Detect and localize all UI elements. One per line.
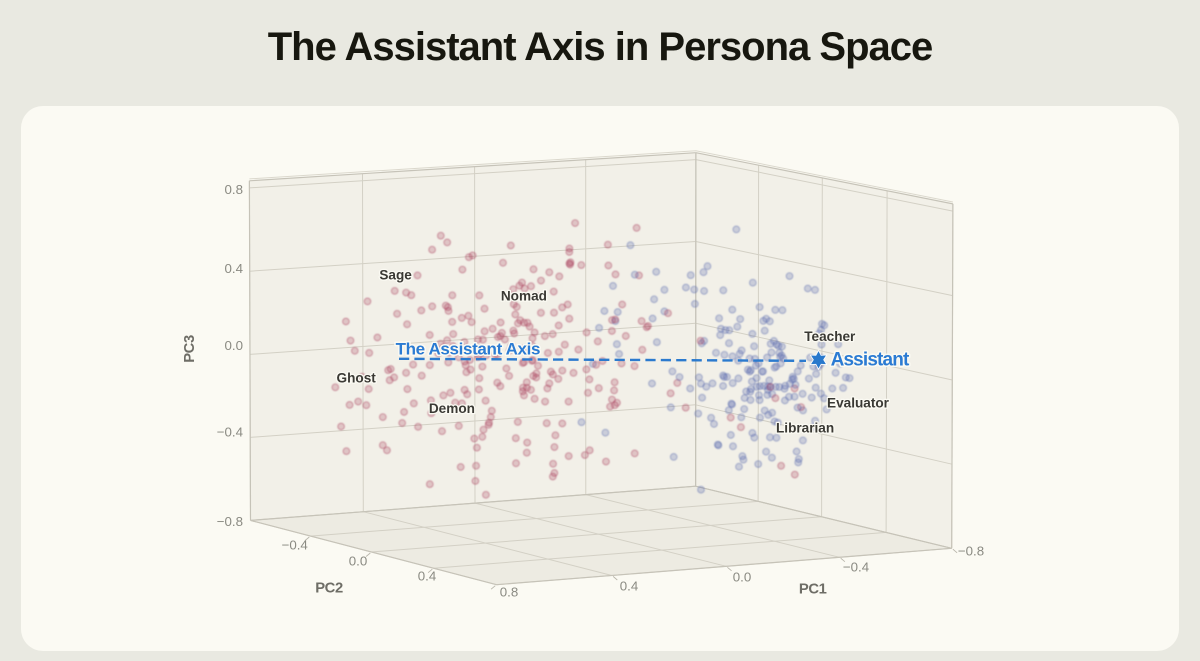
svg-text:−0.8: −0.8 (958, 544, 984, 559)
svg-text:Demon: Demon (429, 401, 475, 416)
svg-text:0.4: 0.4 (225, 261, 244, 276)
svg-text:0.0: 0.0 (225, 338, 244, 353)
svg-text:0.0: 0.0 (349, 554, 368, 569)
svg-text:PC2: PC2 (315, 581, 343, 597)
svg-text:0.4: 0.4 (418, 569, 437, 584)
svg-text:Assistant: Assistant (831, 350, 910, 371)
svg-text:−0.4: −0.4 (282, 537, 308, 552)
svg-text:−0.4: −0.4 (843, 560, 869, 575)
svg-text:Sage: Sage (379, 268, 412, 283)
svg-text:−0.4: −0.4 (217, 425, 243, 440)
svg-text:Teacher: Teacher (804, 329, 856, 344)
svg-text:−0.8: −0.8 (217, 514, 243, 529)
svg-text:PC1: PC1 (799, 582, 827, 598)
svg-text:Nomad: Nomad (501, 289, 547, 304)
svg-text:Ghost: Ghost (337, 371, 377, 386)
svg-text:Librarian: Librarian (776, 421, 834, 436)
svg-text:0.8: 0.8 (225, 182, 244, 197)
svg-text:PC3: PC3 (182, 335, 198, 363)
svg-text:0.0: 0.0 (733, 570, 752, 585)
svg-text:Evaluator: Evaluator (827, 395, 890, 410)
svg-text:0.8: 0.8 (500, 585, 519, 600)
svg-text:The Assistant Axis: The Assistant Axis (396, 340, 541, 359)
svg-text:0.4: 0.4 (620, 579, 639, 594)
